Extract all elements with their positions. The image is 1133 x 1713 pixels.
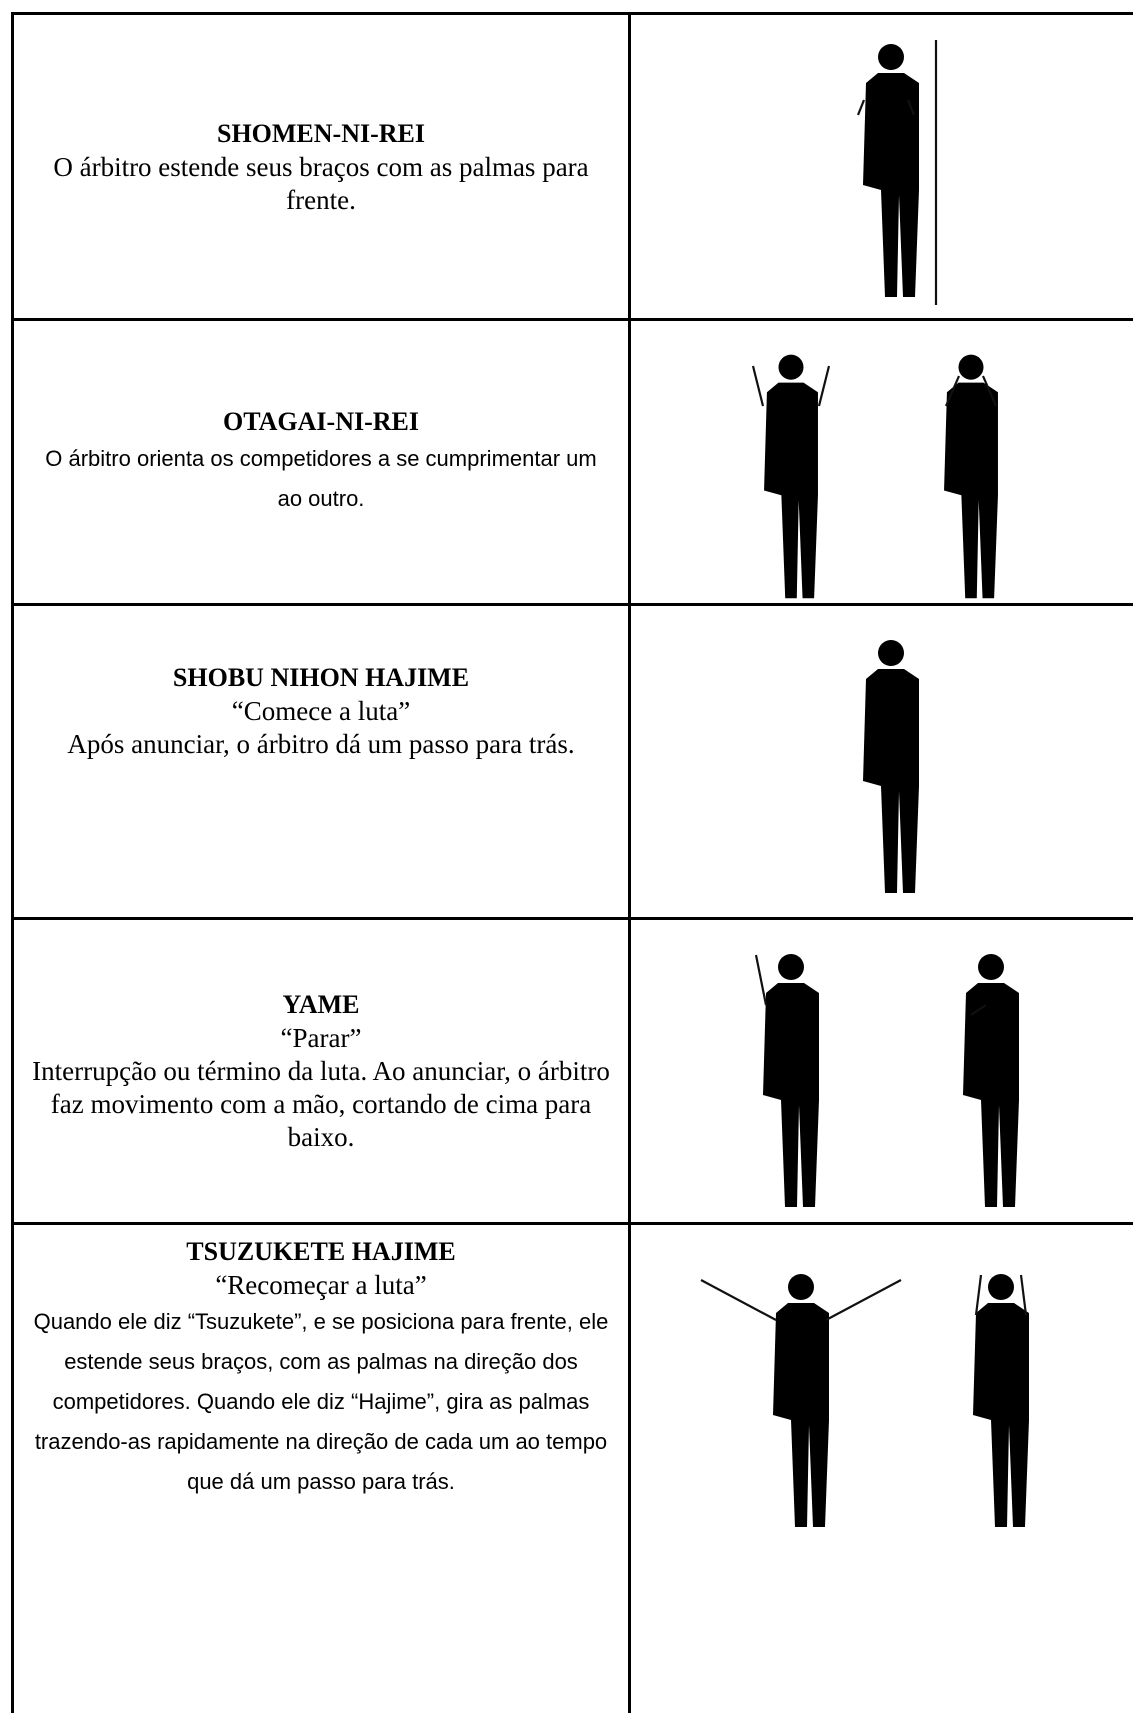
text-cell: YAME “Parar” Interrupção ou término da l… bbox=[11, 920, 631, 1222]
referee-illustration bbox=[754, 945, 841, 1215]
referee-illustration bbox=[921, 346, 1021, 606]
referee-illustration bbox=[856, 40, 938, 305]
referee-illustration bbox=[751, 346, 831, 606]
row-title: SHOBU NIHON HAJIME bbox=[172, 663, 470, 692]
text-cell: TSUZUKETE HAJIME “Recomeçar a luta” Quan… bbox=[11, 1225, 631, 1713]
table-row: SHOMEN-NI-REI O árbitro estende seus bra… bbox=[11, 12, 1133, 318]
image-cell bbox=[631, 606, 1133, 917]
table-row: SHOBU NIHON HAJIME “Comece a luta” Após … bbox=[11, 603, 1133, 917]
row-quote: “Recomeçar a luta” bbox=[215, 1270, 427, 1300]
image-cell bbox=[631, 1225, 1133, 1713]
referee-illustration bbox=[700, 1255, 902, 1545]
text-cell: SHOMEN-NI-REI O árbitro estende seus bra… bbox=[11, 15, 631, 318]
row-quote: “Parar” bbox=[280, 1023, 362, 1053]
row-quote: “Comece a luta” bbox=[231, 696, 411, 726]
row-title: SHOMEN-NI-REI bbox=[216, 118, 425, 148]
row-description: Após anunciar, o árbitro dá um passo par… bbox=[67, 729, 575, 759]
image-cell bbox=[631, 321, 1133, 603]
row-description: O árbitro estende seus braços com as pal… bbox=[53, 151, 589, 215]
table-row: OTAGAI-NI-REI O árbitro orienta os compe… bbox=[11, 318, 1133, 603]
image-cell bbox=[631, 15, 1133, 318]
table-row: YAME “Parar” Interrupção ou término da l… bbox=[11, 917, 1133, 1222]
referee-illustration bbox=[941, 945, 1041, 1215]
row-title: TSUZUKETE HAJIME bbox=[186, 1237, 456, 1266]
text-cell: SHOBU NIHON HAJIME “Comece a luta” Após … bbox=[11, 606, 631, 917]
image-cell bbox=[631, 920, 1133, 1222]
row-description: Interrupção ou término da luta. Ao anunc… bbox=[32, 1056, 610, 1152]
text-cell: OTAGAI-NI-REI O árbitro orienta os compe… bbox=[11, 321, 631, 603]
row-description: Quando ele diz “Tsuzukete”, e se posicio… bbox=[33, 1309, 609, 1494]
row-description: O árbitro orienta os competidores a se c… bbox=[45, 446, 597, 511]
row-title: YAME bbox=[282, 990, 360, 1019]
referee-illustration bbox=[951, 1255, 1051, 1545]
table: SHOMEN-NI-REI O árbitro estende seus bra… bbox=[11, 12, 1133, 1713]
row-title: OTAGAI-NI-REI bbox=[223, 407, 419, 436]
table-row: TSUZUKETE HAJIME “Recomeçar a luta” Quan… bbox=[11, 1222, 1133, 1713]
referee-illustration bbox=[841, 631, 941, 901]
